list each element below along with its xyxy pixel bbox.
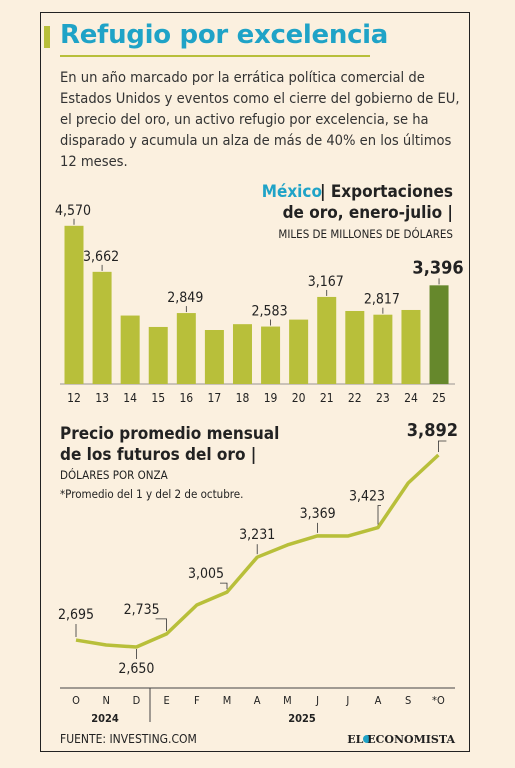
bar-title: | Exportaciones bbox=[320, 182, 453, 202]
bar bbox=[64, 225, 84, 384]
bar-title: de oro, enero-julio | bbox=[283, 203, 453, 223]
x-tick-label: O bbox=[72, 694, 80, 707]
x-tick-label: M bbox=[223, 694, 232, 707]
data-label: 3,396 bbox=[412, 257, 463, 278]
title: Refugio por excelencia bbox=[60, 20, 389, 50]
data-label: 3,369 bbox=[300, 506, 336, 522]
bar bbox=[148, 326, 168, 384]
x-tick-label: 16 bbox=[179, 391, 193, 405]
x-tick-label: D bbox=[133, 694, 141, 707]
data-label: 3,167 bbox=[308, 274, 344, 290]
bar bbox=[429, 285, 449, 384]
data-label: 2,695 bbox=[58, 607, 94, 623]
x-tick-label: *O bbox=[432, 694, 445, 707]
x-tick-label: 24 bbox=[404, 391, 418, 405]
data-label: 3,423 bbox=[349, 489, 385, 505]
bar bbox=[345, 310, 365, 384]
line-title: de los futuros del oro | bbox=[60, 445, 256, 465]
x-tick-label: J bbox=[315, 694, 319, 707]
x-tick-label: 20 bbox=[292, 391, 306, 405]
data-label: 2,817 bbox=[364, 292, 400, 308]
x-tick-label: 21 bbox=[320, 391, 334, 405]
intro-text: En un año marcado por la errática políti… bbox=[60, 69, 460, 170]
x-tick-label: 23 bbox=[376, 391, 390, 405]
x-tick-label: S bbox=[405, 694, 411, 707]
bar bbox=[120, 315, 140, 384]
frame bbox=[40, 12, 470, 752]
data-label: 2,735 bbox=[124, 602, 160, 618]
year-label: 2024 bbox=[91, 712, 119, 725]
label-leader bbox=[220, 582, 228, 590]
x-tick-label: 19 bbox=[264, 391, 278, 405]
x-tick-label: 15 bbox=[151, 391, 165, 405]
bar bbox=[401, 309, 421, 384]
line-subtitle: DÓLARES POR ONZA bbox=[60, 467, 168, 482]
x-tick-label: 22 bbox=[348, 391, 362, 405]
logo-icon bbox=[363, 735, 371, 743]
title-accent bbox=[44, 26, 50, 48]
bar bbox=[232, 324, 252, 384]
data-label: 3,005 bbox=[188, 566, 224, 582]
x-tick-label: F bbox=[194, 694, 200, 707]
year-label: 2025 bbox=[288, 712, 316, 725]
x-tick-label: 14 bbox=[123, 391, 137, 405]
data-label: 3,662 bbox=[83, 249, 119, 265]
source: FUENTE: INVESTING.COM bbox=[60, 732, 197, 746]
bar bbox=[289, 319, 309, 384]
bar bbox=[92, 271, 112, 384]
bar bbox=[204, 330, 224, 384]
x-tick-label: 17 bbox=[208, 391, 222, 405]
data-label: 4,570 bbox=[55, 203, 91, 219]
x-tick-label: E bbox=[163, 694, 169, 707]
line-title: Precio promedio mensual bbox=[60, 424, 279, 444]
bar-title-prefix: México bbox=[262, 182, 322, 202]
line bbox=[75, 453, 440, 649]
x-tick-label: A bbox=[254, 694, 261, 707]
bar-subtitle: MILES DE MILLONES DE DÓLARES bbox=[278, 226, 453, 241]
bar bbox=[261, 326, 281, 384]
label-leader bbox=[155, 618, 167, 631]
title-underline bbox=[60, 55, 370, 57]
bar bbox=[317, 296, 337, 384]
x-tick-label: M bbox=[283, 694, 292, 707]
x-tick-label: 25 bbox=[432, 391, 446, 405]
label-leader bbox=[377, 505, 381, 525]
x-tick-label: A bbox=[375, 694, 382, 707]
x-tick-label: 13 bbox=[95, 391, 109, 405]
line-note: *Promedio del 1 y del 2 de octubre. bbox=[60, 487, 243, 501]
bar bbox=[176, 313, 196, 384]
x-tick-label: 18 bbox=[236, 391, 250, 405]
bar bbox=[373, 314, 393, 384]
data-label: 2,583 bbox=[252, 304, 288, 320]
data-label: 3,231 bbox=[239, 527, 275, 543]
logo: EL ECONOMISTA bbox=[347, 733, 455, 746]
data-label: 2,849 bbox=[167, 290, 203, 306]
label-leader bbox=[438, 440, 447, 452]
data-label: 3,892 bbox=[407, 420, 458, 441]
data-label: 2,650 bbox=[118, 661, 154, 677]
x-tick-label: N bbox=[102, 694, 109, 707]
x-tick-label: J bbox=[345, 694, 349, 707]
x-tick-label: 12 bbox=[67, 391, 81, 405]
